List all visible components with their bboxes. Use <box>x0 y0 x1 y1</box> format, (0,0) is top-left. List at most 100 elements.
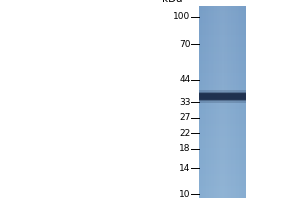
Bar <box>199 167 246 169</box>
Bar <box>227 6 228 198</box>
Bar <box>199 8 246 11</box>
Bar <box>213 6 214 198</box>
Bar <box>199 90 246 92</box>
Text: 70: 70 <box>179 40 190 49</box>
Bar <box>199 143 246 145</box>
Bar <box>199 126 246 128</box>
Bar <box>199 186 246 188</box>
Bar <box>199 25 246 28</box>
Bar <box>199 188 246 191</box>
Bar <box>199 172 246 174</box>
Bar <box>199 157 246 160</box>
Bar <box>199 90 246 103</box>
Bar <box>199 49 246 52</box>
Text: 10: 10 <box>179 190 190 199</box>
Text: 14: 14 <box>179 164 190 173</box>
Bar <box>206 6 208 198</box>
Bar <box>220 6 222 198</box>
Bar <box>199 152 246 155</box>
Bar <box>214 6 216 198</box>
Bar <box>219 6 220 198</box>
Text: 22: 22 <box>179 129 191 138</box>
Bar <box>235 6 236 198</box>
Bar <box>199 73 246 76</box>
Bar <box>199 6 246 8</box>
Bar <box>199 61 246 64</box>
Bar <box>199 169 246 172</box>
Bar <box>199 97 246 100</box>
Bar <box>199 191 246 193</box>
Bar <box>199 100 246 102</box>
Bar <box>199 160 246 162</box>
Bar <box>238 6 239 198</box>
Text: 27: 27 <box>179 113 190 122</box>
Bar <box>199 32 246 35</box>
Bar <box>228 6 230 198</box>
Bar <box>199 179 246 181</box>
Bar <box>199 20 246 23</box>
Bar <box>199 176 246 179</box>
Bar <box>199 107 246 109</box>
Bar <box>199 44 246 47</box>
Bar <box>199 193 246 196</box>
Bar <box>199 80 246 83</box>
Bar <box>199 119 246 121</box>
Bar <box>236 6 238 198</box>
Bar <box>199 56 246 59</box>
Bar <box>230 6 231 198</box>
Bar <box>199 35 246 37</box>
Bar <box>199 124 246 126</box>
Bar <box>199 138 246 140</box>
Bar <box>199 28 246 30</box>
Bar <box>199 68 246 71</box>
Bar <box>202 6 203 198</box>
Bar <box>199 148 246 150</box>
Bar <box>199 174 246 176</box>
Bar <box>199 128 246 131</box>
Bar <box>199 109 246 112</box>
Bar <box>199 181 246 184</box>
Bar <box>222 6 224 198</box>
Bar <box>199 112 246 114</box>
Bar <box>224 6 225 198</box>
Bar <box>241 6 242 198</box>
Bar <box>199 30 246 32</box>
Bar <box>199 93 246 100</box>
Text: 100: 100 <box>173 12 190 21</box>
Bar <box>199 150 246 152</box>
Bar <box>199 47 246 49</box>
Bar <box>199 59 246 61</box>
Bar <box>244 6 245 198</box>
Bar <box>199 76 246 78</box>
Bar <box>199 18 246 20</box>
Bar <box>205 6 206 198</box>
Bar <box>199 64 246 66</box>
Bar <box>199 116 246 119</box>
Bar <box>199 102 246 104</box>
Bar <box>199 114 246 116</box>
Bar <box>209 6 211 198</box>
Bar <box>199 66 246 68</box>
Bar <box>199 104 246 107</box>
Bar <box>199 37 246 40</box>
Bar <box>199 54 246 56</box>
Bar <box>199 92 246 95</box>
Bar <box>216 6 217 198</box>
Bar <box>199 131 246 133</box>
Bar <box>199 13 246 16</box>
Bar <box>199 164 246 167</box>
Bar <box>199 155 246 157</box>
Bar <box>199 162 246 164</box>
Bar <box>199 11 246 13</box>
Text: 33: 33 <box>179 98 190 107</box>
Bar <box>199 184 246 186</box>
Bar <box>242 6 244 198</box>
Bar <box>199 196 246 198</box>
Bar <box>233 6 235 198</box>
Bar <box>203 6 205 198</box>
Bar <box>199 121 246 124</box>
Bar <box>217 6 219 198</box>
Bar <box>199 85 246 88</box>
Bar <box>225 6 227 198</box>
Bar <box>199 71 246 73</box>
